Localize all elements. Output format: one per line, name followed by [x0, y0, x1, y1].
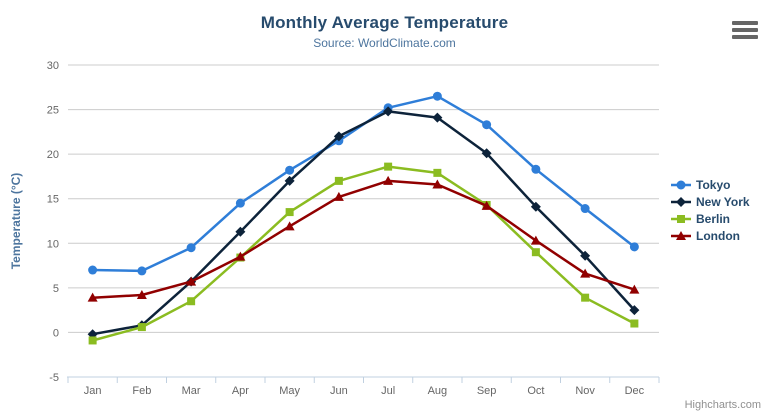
- y-axis-label: 20: [47, 149, 59, 161]
- legend-item-new-york[interactable]: New York: [671, 193, 750, 210]
- point-london-7[interactable]: [432, 179, 443, 189]
- legend-marker-tokyo-icon: [671, 180, 691, 189]
- x-axis-label: Dec: [625, 385, 645, 397]
- legend: Tokyo New York Berlin London: [671, 176, 750, 244]
- point-london-9[interactable]: [530, 235, 541, 245]
- point-london-2[interactable]: [186, 276, 197, 286]
- point-london-3[interactable]: [235, 251, 246, 261]
- point-new-york-9[interactable]: [530, 201, 541, 212]
- point-tokyo-4[interactable]: [285, 165, 295, 175]
- y-axis-label: 30: [47, 60, 59, 72]
- x-axis-label: May: [279, 385, 300, 397]
- point-london-10[interactable]: [580, 268, 591, 278]
- legend-marker-london-icon: [671, 230, 691, 240]
- point-london-5[interactable]: [333, 191, 344, 201]
- y-axis-label: 25: [47, 105, 59, 117]
- point-berlin-4[interactable]: [285, 208, 294, 217]
- legend-label: New York: [696, 194, 750, 209]
- point-berlin-9[interactable]: [531, 248, 540, 257]
- legend-marker-new-york-icon: [671, 196, 691, 207]
- point-new-york-4[interactable]: [284, 175, 295, 186]
- point-tokyo-2[interactable]: [186, 243, 196, 253]
- y-axis-label: 0: [53, 327, 59, 339]
- point-berlin-1[interactable]: [137, 323, 146, 332]
- legend-marker-berlin-icon: [671, 214, 691, 223]
- series-line-new-york[interactable]: [91, 110, 636, 336]
- chart-title: Monthly Average Temperature: [260, 13, 509, 32]
- y-axis-label: 15: [47, 194, 59, 206]
- x-axis-label: Jun: [330, 385, 348, 397]
- point-berlin-0[interactable]: [88, 336, 97, 345]
- point-tokyo-7[interactable]: [432, 91, 442, 101]
- x-axis-label: Jan: [84, 385, 102, 397]
- point-new-york-10[interactable]: [580, 250, 591, 261]
- point-london-6[interactable]: [383, 175, 394, 185]
- point-berlin-10[interactable]: [581, 293, 590, 302]
- point-new-york-8[interactable]: [481, 148, 492, 159]
- point-new-york-5[interactable]: [333, 131, 344, 142]
- point-new-york-11[interactable]: [629, 305, 640, 316]
- point-london-11[interactable]: [629, 284, 640, 294]
- legend-item-berlin[interactable]: Berlin: [671, 210, 750, 227]
- point-berlin-7[interactable]: [433, 168, 442, 177]
- legend-item-london[interactable]: London: [671, 227, 750, 244]
- legend-symbol-new-york[interactable]: [676, 196, 686, 207]
- point-london-8[interactable]: [481, 200, 492, 210]
- legend-label: London: [696, 228, 740, 243]
- x-axis-label: Jul: [381, 385, 395, 397]
- point-tokyo-9[interactable]: [531, 164, 541, 174]
- x-axis-label: Mar: [182, 385, 201, 397]
- x-axis-label: Feb: [132, 385, 151, 397]
- legend-label: Tokyo: [696, 177, 731, 192]
- y-axis-label: 10: [47, 238, 59, 250]
- legend-symbol-berlin[interactable]: [677, 214, 685, 223]
- y-axis-label: 5: [53, 283, 59, 295]
- point-new-york-7[interactable]: [432, 112, 443, 123]
- point-berlin-5[interactable]: [334, 176, 343, 185]
- series-line-tokyo[interactable]: [91, 94, 636, 273]
- legend-symbol-london[interactable]: [676, 230, 686, 240]
- point-tokyo-1[interactable]: [137, 266, 147, 276]
- point-new-york-3[interactable]: [235, 226, 246, 237]
- point-new-york-6[interactable]: [383, 106, 394, 117]
- series-line-berlin[interactable]: [91, 165, 636, 342]
- legend-label: Berlin: [696, 211, 731, 226]
- point-london-0[interactable]: [87, 292, 98, 302]
- x-axis-label: Apr: [232, 385, 249, 397]
- hamburger-icon: [732, 21, 758, 39]
- point-berlin-2[interactable]: [187, 297, 196, 306]
- point-tokyo-8[interactable]: [482, 120, 492, 130]
- point-berlin-11[interactable]: [630, 319, 639, 328]
- point-tokyo-11[interactable]: [629, 242, 639, 252]
- y-axis-title: Temperature (°C): [9, 173, 23, 270]
- point-tokyo-3[interactable]: [235, 198, 245, 208]
- export-menu-button[interactable]: [732, 21, 758, 39]
- x-axis-label: Aug: [428, 385, 448, 397]
- x-axis-label: Nov: [575, 385, 595, 397]
- point-tokyo-10[interactable]: [580, 204, 590, 214]
- x-axis-label: Sep: [477, 385, 497, 397]
- credits-link[interactable]: Highcharts.com: [684, 399, 761, 411]
- point-london-4[interactable]: [284, 221, 295, 231]
- point-london-1[interactable]: [136, 289, 147, 299]
- point-berlin-6[interactable]: [384, 162, 393, 171]
- legend-symbol-tokyo[interactable]: [676, 180, 686, 189]
- legend-item-tokyo[interactable]: Tokyo: [671, 176, 750, 193]
- y-axis-label: -5: [49, 372, 59, 384]
- point-tokyo-0[interactable]: [88, 265, 98, 275]
- x-axis-label: Oct: [527, 385, 544, 397]
- series-line-london[interactable]: [91, 179, 636, 299]
- chart-subtitle: Source: WorldClimate.com: [313, 36, 456, 50]
